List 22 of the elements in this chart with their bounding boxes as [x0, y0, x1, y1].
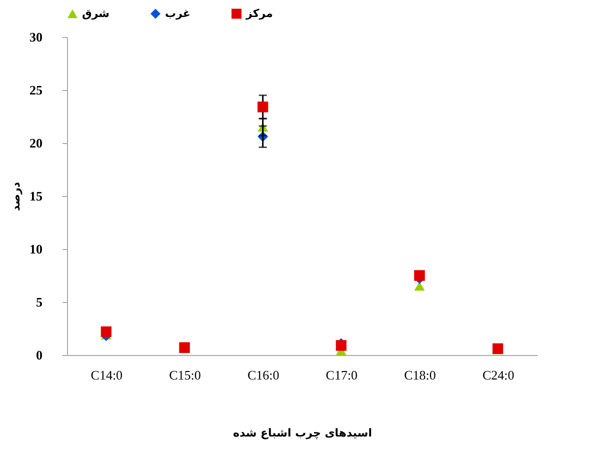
y-tick-label: 10 [30, 242, 42, 256]
point [414, 270, 425, 281]
x-tick-label: C15:0 [169, 368, 201, 382]
y-tick-label: 30 [30, 30, 42, 44]
legend-label: مرکز [245, 6, 273, 20]
y-tick-label: 20 [30, 136, 42, 150]
x-tick-label: C16:0 [247, 368, 280, 382]
legend-label: شرق [82, 6, 110, 20]
y-tick-label: 5 [36, 294, 43, 310]
x-tick-label: C14:0 [90, 368, 123, 382]
point [258, 102, 268, 112]
point [100, 326, 112, 337]
y-tick-label: 15 [30, 188, 43, 204]
y-tick-label: 0 [36, 348, 42, 362]
x-axis-title: اسیدهای چرب اشباع شده [233, 426, 372, 440]
x-tick-label: C17:0 [326, 368, 358, 382]
y-axis-title: درصد [10, 182, 22, 211]
point [414, 282, 425, 291]
legend-label: غرب [165, 6, 190, 20]
x-tick-label: C24:0 [482, 368, 514, 382]
y-tick-label: 25 [30, 82, 43, 98]
x-tick-label: C18:0 [404, 368, 436, 382]
